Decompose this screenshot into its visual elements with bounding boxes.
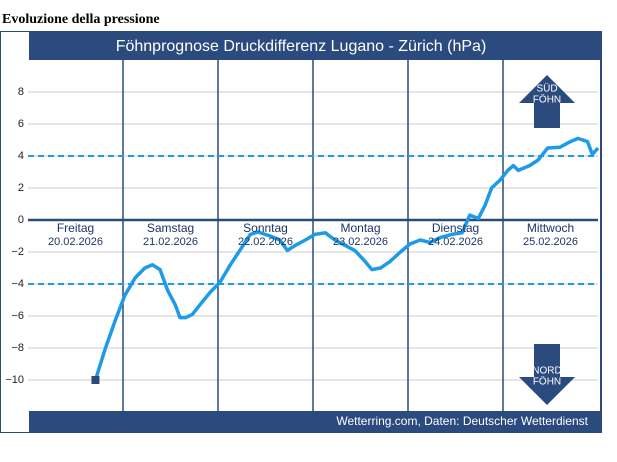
chart-title: Föhnprognose Druckdifferenz Lugano - Zür… xyxy=(116,38,487,55)
day-label: Samstag xyxy=(147,221,194,235)
day-label: Freitag xyxy=(57,221,94,235)
date-label: 25.02.2026 xyxy=(523,236,578,248)
arrow-label: NORD xyxy=(532,366,561,377)
date-label: 24.02.2026 xyxy=(428,236,483,248)
start-marker xyxy=(91,376,100,384)
heading: Evoluzione della pressione xyxy=(2,12,160,27)
y-tick-label: −4 xyxy=(11,278,24,290)
date-label: 22.02.2026 xyxy=(238,236,293,248)
date-label: 23.02.2026 xyxy=(333,236,388,248)
source: Wetterring.com, Daten: Deutscher Wetterd… xyxy=(336,414,588,428)
y-tick-label: 2 xyxy=(18,182,24,194)
day-label: Sonntag xyxy=(243,221,288,235)
down-arrow xyxy=(519,344,575,405)
y-tick-label: −8 xyxy=(11,342,24,354)
day-label: Montag xyxy=(340,221,380,235)
arrow-label: FÖHN xyxy=(533,94,561,106)
y-tick-label: −10 xyxy=(5,374,24,386)
arrow-label: SÜD xyxy=(536,83,557,95)
y-tick-label: 0 xyxy=(18,214,24,226)
day-label: Mittwoch xyxy=(527,221,574,235)
date-label: 21.02.2026 xyxy=(143,236,198,248)
date-label: 20.02.2026 xyxy=(48,236,103,248)
footer-bar xyxy=(1,411,601,432)
y-tick-label: −2 xyxy=(11,246,24,258)
up-arrow xyxy=(519,75,575,128)
day-label: Dienstag xyxy=(432,221,479,235)
axis-area xyxy=(1,32,29,432)
y-tick-label: 8 xyxy=(18,86,24,98)
arrow-label: FÖHN xyxy=(533,376,561,388)
y-tick-label: 4 xyxy=(18,150,24,162)
title-bar xyxy=(1,32,601,60)
y-tick-label: −6 xyxy=(11,310,24,322)
y-tick-label: 6 xyxy=(18,118,24,130)
pressure-line xyxy=(93,136,600,381)
